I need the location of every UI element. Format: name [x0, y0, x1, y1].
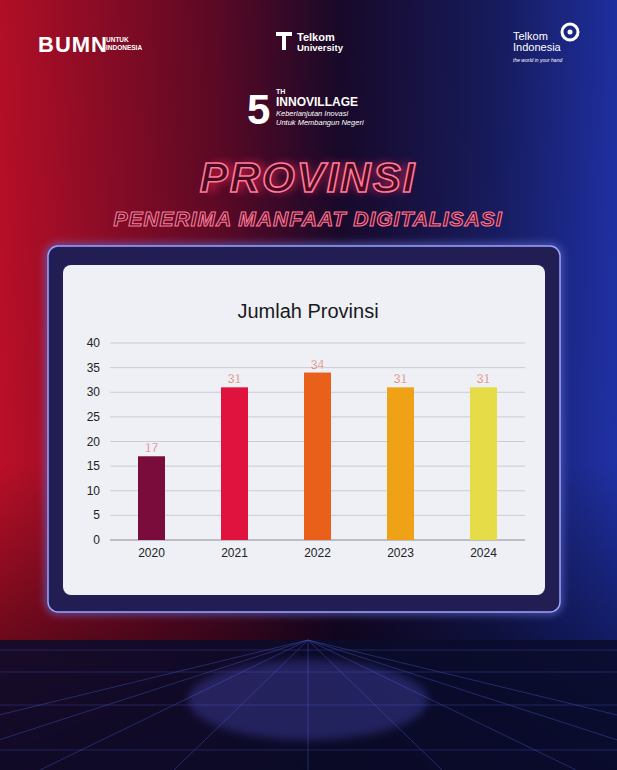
- x-tick-label: 2022: [304, 546, 331, 560]
- y-tick-label: 15: [87, 459, 101, 473]
- bumn-logo: BUMN: [38, 32, 108, 57]
- y-axis: 0 5 10 15 20 25 30 35 40: [87, 336, 525, 547]
- y-tick-label: 25: [87, 410, 101, 424]
- floor-glow: [188, 660, 428, 740]
- event-edition: 5: [247, 86, 270, 133]
- subtitle: PENERIMA MANFAAT DIGITALISASI: [113, 207, 502, 230]
- panel-frame: [48, 246, 560, 612]
- telkom-university-icon: [276, 32, 292, 50]
- grid-line: [110, 343, 525, 344]
- y-tick-label: 35: [87, 361, 101, 375]
- panel-glow: [48, 246, 560, 612]
- x-tick-label: 2021: [221, 546, 248, 560]
- event-edition-suffix: TH: [276, 88, 285, 95]
- telkom-indonesia-logo: Indonesia: [513, 41, 562, 53]
- bar: [138, 456, 165, 540]
- bumn-tagline: UNTUK: [106, 36, 129, 43]
- data-label: 17: [145, 441, 159, 455]
- floor: [0, 640, 617, 770]
- telkom-university-logo: University: [297, 42, 344, 53]
- x-tick-label: 2023: [387, 546, 414, 560]
- bumn-tagline: INDONESIA: [106, 44, 142, 51]
- event-name: INNOVILLAGE: [276, 95, 358, 109]
- data-label: 34: [311, 358, 325, 372]
- x-tick-label: 2024: [470, 546, 497, 560]
- y-tick-label: 20: [87, 435, 101, 449]
- chart-panel: [63, 265, 545, 595]
- y-tick-label: 5: [93, 508, 100, 522]
- bar: [387, 387, 414, 540]
- telkom-icon: [562, 24, 578, 40]
- background-shade: [0, 0, 617, 770]
- event-tagline: Keberlanjutan Inovasi: [276, 109, 348, 118]
- labels: 17 2020 31 2021 34 2022 31 2023 31 2024: [138, 358, 497, 560]
- title: PROVINSI: [200, 154, 417, 201]
- bar: [221, 387, 248, 540]
- data-label: 31: [394, 372, 408, 386]
- y-tick-label: 30: [87, 385, 101, 399]
- y-tick-label: 0: [93, 533, 100, 547]
- data-label: 31: [477, 372, 491, 386]
- floor-line: [0, 650, 617, 651]
- y-tick-label: 40: [87, 336, 101, 350]
- data-label: 31: [228, 372, 242, 386]
- bar: [304, 373, 331, 540]
- background: [0, 0, 617, 770]
- y-tick-label: 10: [87, 484, 101, 498]
- bar: [470, 387, 497, 540]
- telkom-indonesia-tagline: the world in your hand: [513, 57, 562, 63]
- poster: BUMNUNTUKINDONESIATelkomUniversityTelkom…: [0, 0, 617, 770]
- floor-line: [0, 750, 617, 751]
- bars: [138, 373, 497, 540]
- chart-title: Jumlah Provinsi: [237, 300, 378, 322]
- telkom-icon: [568, 30, 573, 35]
- event-tagline: Untuk Membangun Negeri: [276, 118, 364, 127]
- x-tick-label: 2020: [138, 546, 165, 560]
